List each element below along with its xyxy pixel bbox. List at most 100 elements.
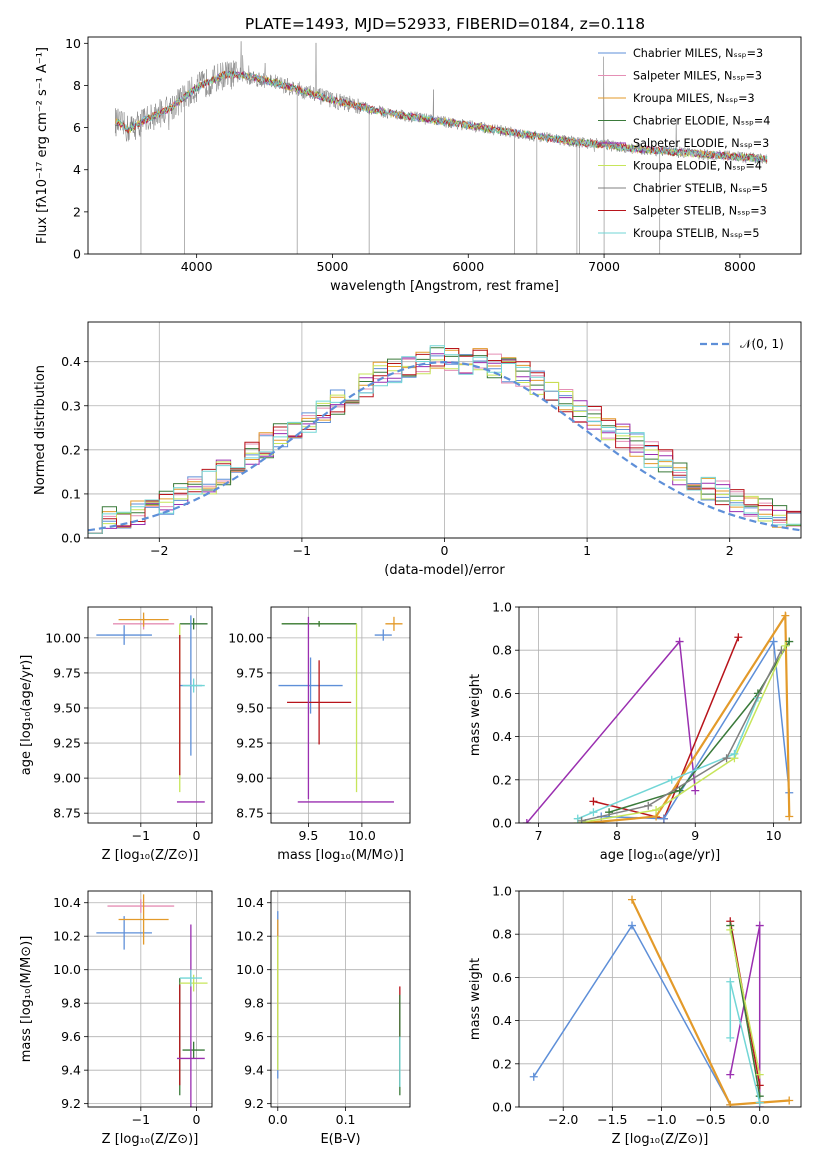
errorbars: [96, 612, 208, 803]
x-tick-label: −2: [150, 543, 168, 558]
x-axis-label: mass [log₁₀(M/M⊙)]: [277, 848, 404, 863]
weight-marker: [785, 812, 794, 821]
legend-label: Kroupa STELIB, Nₛₛₚ=5: [633, 227, 759, 240]
y-tick-label: 4: [73, 162, 81, 177]
weight-marker: [755, 921, 764, 930]
x-axis-label: wavelength [Angstrom, rest frame]: [330, 279, 559, 294]
y-tick-label: 10.2: [53, 929, 81, 944]
weight-marker: [589, 808, 598, 817]
panel-weight-vs-age: 7 8 9 10 0.0 0.2 0.4 0.6 0.8 1.0 age [log₁₀(age/yr…: [468, 600, 802, 863]
weight-marker: [644, 801, 653, 810]
errorbar-point: [96, 916, 152, 950]
x-tick-label: 8000: [724, 259, 756, 274]
legend-label: Chabrier MILES, Nₛₛₚ=3: [633, 47, 763, 60]
spectrum-legend: Chabrier MILES, Nₛₛₚ=3 Salpeter MILES, Nₛ…: [598, 47, 770, 240]
axes-frame: [270, 890, 411, 1108]
x-tick-label: −1.5: [597, 1112, 627, 1127]
x-axis-label: Z [log₁₀(Z/Z⊙)]: [612, 1132, 709, 1147]
histogram-steps: [88, 348, 801, 534]
y-tick-label: 10.00: [228, 630, 264, 645]
legend-label: Kroupa MILES, Nₛₛₚ=3: [633, 92, 755, 105]
legend-label: Kroupa ELODIE, Nₛₛₚ=4: [633, 160, 762, 173]
axes-frame: [87, 890, 213, 1108]
y-tick-label: 8: [73, 78, 81, 93]
x-tick-label: 0.1: [336, 1112, 356, 1127]
weight-marker: [675, 637, 684, 646]
legend-label: Chabrier ELODIE, Nₛₛₚ=4: [633, 115, 770, 128]
errorbar-point: [107, 899, 175, 913]
y-axis-label: mass [log₁₀(M/M⊙)]: [19, 936, 34, 1063]
y-tick-label: 8.75: [53, 806, 81, 821]
y-tick-label: 10.4: [53, 895, 81, 910]
weight-marker: [726, 925, 735, 934]
x-tick-label: 5000: [317, 259, 349, 274]
x-tick-label: −1: [132, 828, 150, 843]
weight-series: [581, 649, 783, 822]
y-axis-label: Flux [fλ10⁻¹⁷ erg cm⁻² s⁻¹ A⁻¹]: [35, 47, 50, 244]
model-spectrum: [114, 70, 768, 163]
y-tick-label: 9.25: [236, 736, 264, 751]
errorbar-point: [281, 621, 357, 627]
y-tick-label: 2: [73, 204, 81, 219]
x-tick-label: 0: [192, 1112, 200, 1127]
y-tick-label: 9.75: [53, 665, 81, 680]
y-tick-label: 0.2: [492, 1056, 512, 1071]
weight-series: [729, 929, 761, 1075]
x-axis-label: E(B-V): [320, 1132, 360, 1147]
y-tick-label: 9.00: [53, 771, 81, 786]
y-tick-label: 9.75: [236, 665, 264, 680]
y-tick-label: 9.4: [244, 1063, 264, 1078]
y-tick-label: 9.4: [61, 1063, 81, 1078]
legend-label: 𝒩(0, 1): [740, 337, 784, 351]
model-spectrum: [115, 71, 768, 163]
weight-series: [593, 636, 739, 820]
errorbar-point: [176, 924, 205, 1107]
y-tick-label: 0.0: [492, 816, 512, 831]
x-tick-label: 4000: [181, 259, 213, 274]
y-axis-label: Normed distribution: [33, 365, 48, 495]
weight-marker: [785, 1096, 794, 1105]
x-tick-label: 2: [726, 543, 734, 558]
weight-marker: [589, 797, 598, 806]
y-tick-label: 9.8: [244, 996, 264, 1011]
y-tick-label: 10.0: [236, 962, 264, 977]
errorbars: [96, 894, 208, 1107]
x-tick-label: −0.5: [695, 1112, 725, 1127]
x-tick-label: −1.0: [646, 1112, 676, 1127]
weight-marker: [659, 814, 668, 823]
weight-marker: [691, 786, 700, 795]
spectrum-lines: [114, 41, 768, 254]
panel-mass-vs-Z: −1 0 9.2 9.4 9.6 9.8 10.0 10.2 10.4 Z [log₁₀(Z/Z⊙…: [19, 890, 213, 1147]
weight-marker: [722, 754, 731, 763]
x-axis-label: age [log₁₀(age/yr)]: [600, 848, 721, 863]
panel-weight-vs-Z: −2.0 −1.5 −1.0 −0.5 0.0 0.0 0.2 0.4 0.6 0.8 1.0 Z […: [468, 884, 802, 1147]
weight-series: [533, 924, 760, 1106]
errorbar-point: [118, 894, 169, 945]
errorbar-point: [287, 660, 352, 745]
errorbar-point: [179, 974, 208, 992]
y-tick-label: 0: [73, 247, 81, 262]
panel-age-vs-Z: −1 0 8.75 9.00 9.25 9.50 9.75 10.00 Z [log₁₀(Z/Z…: [19, 606, 213, 863]
errorbar-point: [374, 629, 392, 641]
y-tick-label: 0.6: [492, 970, 512, 985]
weight-marker: [627, 921, 636, 930]
panel-spectrum: 4000 5000 6000 7000 8000 0 2 4 6 8 10 wavelength [A…: [35, 36, 802, 294]
hist-legend: 𝒩(0, 1): [700, 337, 784, 351]
weight-marker: [730, 749, 739, 758]
errorbar-point: [182, 1041, 205, 1059]
weight-marker: [667, 775, 676, 784]
axes-frame: [518, 606, 802, 824]
figure-title: PLATE=1493, MJD=52933, FIBERID=0184, z=0…: [245, 15, 645, 33]
x-axis-label: Z [log₁₀(Z/Z⊙)]: [102, 848, 199, 863]
errorbar-point: [118, 612, 169, 627]
x-tick-label: −1: [293, 543, 311, 558]
weight-marker: [522, 819, 531, 823]
errorbar-point: [278, 657, 343, 714]
weight-marker: [627, 895, 636, 904]
y-tick-label: 1.0: [492, 600, 512, 615]
normal-curve: [88, 360, 801, 532]
y-tick-label: 9.50: [236, 700, 264, 715]
weight-marker: [726, 1100, 735, 1107]
x-tick-label: 7000: [588, 259, 620, 274]
